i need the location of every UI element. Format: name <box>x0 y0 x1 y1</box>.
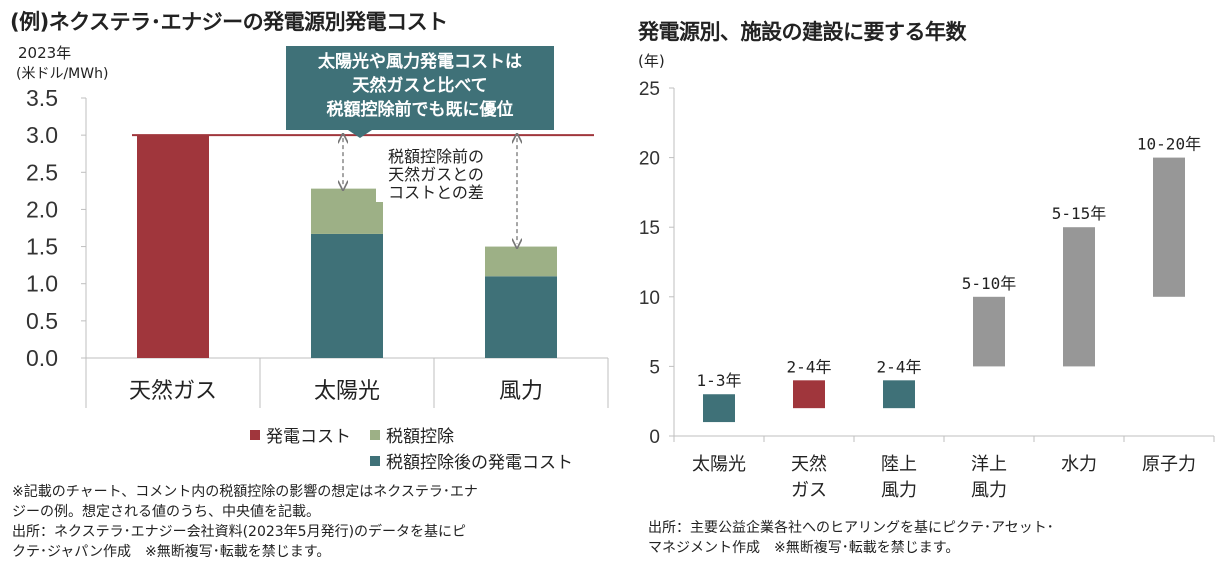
range-data-label: 10-20年 <box>1137 135 1201 154</box>
right-chart-footnote: 出所：主要公益企業各社へのヒアリングを基にピクテ･アセット･ マネジメント作成 … <box>648 518 1208 558</box>
legend-label-power-cost: 発電コスト <box>266 427 351 447</box>
left-y-tick-label: 1.0 <box>26 271 58 297</box>
left-y-tick-label: 2.5 <box>26 159 58 185</box>
right-y-tick-label: 0 <box>649 427 660 448</box>
right-footnote-line-1: 出所：主要公益企業各社へのヒアリングを基にピクテ･アセット･ <box>648 520 1054 536</box>
left-chart-title: (例)ネクステラ･エナジーの発電源別発電コスト <box>10 10 448 34</box>
left-x-category-label: 太陽光 <box>314 379 380 404</box>
callout-line-3: 税額控除前でも既に優位 <box>326 100 514 120</box>
right-chart-panel: 発電源別、施設の建設に要する年数 (年) 0 5 10 15 20 25 1-3年太陽光 2-… <box>612 0 1223 567</box>
callout-box: 太陽光や風力発電コストは 天然ガスと比べて 税額控除前でも既に優位 <box>286 46 554 130</box>
left-y-tick-label: 3.0 <box>26 122 58 148</box>
legend-swatch-after-credit <box>370 455 380 466</box>
bar-power-cost <box>137 135 209 358</box>
left-footnote-line-4: クテ･ジャパン作成 ※無断複写･転載を禁じます。 <box>12 544 331 560</box>
range-bar <box>703 394 735 423</box>
left-footnote-line-2: ジーの例。想定される値のうち、中央値を記載。 <box>12 504 320 520</box>
difference-annotation-line-1: 税額控除前の <box>387 147 484 166</box>
legend-swatch-power-cost <box>250 429 260 440</box>
bar-tax-credit <box>311 188 383 234</box>
difference-annotation-line-3: コストとの差 <box>388 183 484 202</box>
legend-item-after-credit: 税額控除後の発電コスト <box>370 448 573 473</box>
bar-after-tax-credit <box>311 233 383 358</box>
left-chart-panel: (例)ネクステラ･エナジーの発電源別発電コスト 2023年 (米ドル/MWh) … <box>10 10 609 562</box>
right-x-category-label: 風力 <box>971 480 1007 501</box>
right-chart-title: 発電源別、施設の建設に要する年数 <box>638 20 967 44</box>
left-footnote-line-1: ※記載のチャート、コメント内の税額控除の影響の想定はネクステラ･エナ <box>12 484 478 500</box>
left-y-tick-label: 3.5 <box>26 85 58 111</box>
range-bar <box>883 380 915 409</box>
legend-item-power-cost: 発電コスト <box>250 422 351 447</box>
bar-after-tax-credit <box>485 276 557 358</box>
left-chart-unit-label: (米ドル/MWh) <box>16 66 109 82</box>
range-data-label: 5-10年 <box>962 274 1017 293</box>
right-chart-unit-label: (年) <box>638 52 665 70</box>
left-footnote-line-3: 出所：ネクステラ･エナジー会社資料(2023年5月発行)のデータを基にピ <box>12 524 467 540</box>
right-y-tick-label: 15 <box>639 218 660 239</box>
range-bar <box>973 296 1005 367</box>
range-data-label: 2-4年 <box>877 357 922 376</box>
right-y-tick-label: 5 <box>649 357 660 378</box>
range-data-label: 2-4年 <box>787 357 832 376</box>
right-footnote-line-2: マネジメント作成 ※無断複写･転載を禁じます。 <box>648 540 960 556</box>
right-x-category-label: 風力 <box>881 480 917 501</box>
left-y-tick-label: 0.5 <box>26 308 58 334</box>
range-bar <box>793 380 825 409</box>
difference-annotation: 税額控除前の 天然ガスとの コストとの差 <box>376 148 496 202</box>
right-x-category-label: 陸上 <box>881 454 917 475</box>
range-data-label: 1-3年 <box>697 371 742 390</box>
right-y-tick-label: 10 <box>639 288 660 309</box>
left-chart-plot: 0.0 0.5 1.0 1.5 2.0 2.5 3.0 3.5 天然ガス 太陽光 風力 <box>26 85 609 408</box>
legend-label-after-credit: 税額控除後の発電コスト <box>386 453 573 473</box>
left-y-tick-label: 2.0 <box>26 196 58 222</box>
difference-annotation-line-2: 天然ガスとの <box>388 165 484 184</box>
right-x-category-label: 水力 <box>1061 454 1097 475</box>
legend-item-tax-credit: 税額控除 <box>370 422 454 447</box>
range-data-label: 5-15年 <box>1052 204 1107 223</box>
right-y-tick-label: 20 <box>639 149 660 170</box>
legend-label-tax-credit: 税額控除 <box>386 427 454 447</box>
legend-swatch-tax-credit <box>370 429 380 440</box>
left-x-category-label: 風力 <box>499 379 543 404</box>
range-bar <box>1063 227 1095 367</box>
left-chart-footnote: ※記載のチャート、コメント内の税額控除の影響の想定はネクステラ･エナ ジーの例。… <box>12 482 604 562</box>
right-x-category-label: 原子力 <box>1142 454 1196 475</box>
right-y-tick-label: 25 <box>639 79 660 100</box>
range-bar <box>1153 157 1185 297</box>
right-x-category-label: 天然 <box>791 454 827 475</box>
bar-tax-credit <box>485 246 557 277</box>
right-x-category-label: 洋上 <box>971 454 1007 475</box>
left-x-category-label: 天然ガス <box>129 379 217 404</box>
left-chart-year-label: 2023年 <box>18 44 72 62</box>
callout-pointer <box>348 130 372 138</box>
callout-line-1: 太陽光や風力発電コストは <box>318 52 522 72</box>
right-x-category-label: ガス <box>791 480 827 501</box>
left-y-tick-label: 1.5 <box>26 234 58 260</box>
right-x-category-label: 太陽光 <box>692 454 746 475</box>
callout-line-2: 天然ガスと比べて <box>352 76 488 96</box>
left-y-tick-label: 0.0 <box>26 345 58 371</box>
